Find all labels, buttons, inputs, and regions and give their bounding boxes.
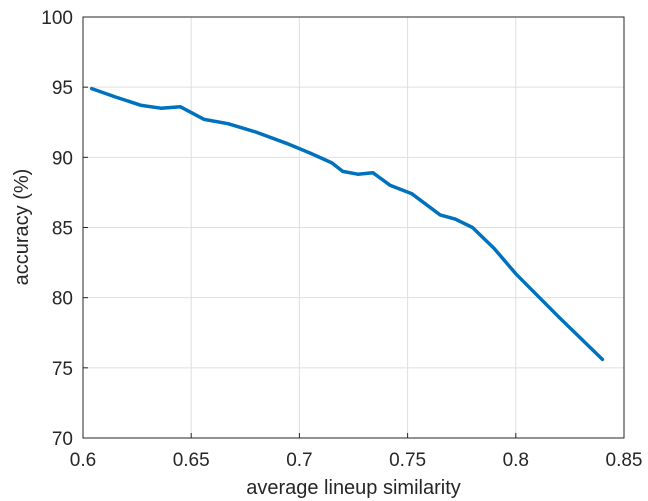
data-point bbox=[453, 217, 457, 221]
y-tick-labels: 70 75 80 85 90 95 100 bbox=[41, 8, 73, 450]
grid bbox=[82, 16, 625, 439]
data-point bbox=[514, 272, 518, 276]
x-tick-label: 0.8 bbox=[503, 450, 529, 471]
y-tick-label: 85 bbox=[52, 219, 73, 240]
data-point bbox=[438, 213, 442, 217]
x-tick-label: 0.6 bbox=[70, 450, 96, 471]
data-point bbox=[356, 172, 360, 176]
data-point bbox=[471, 226, 475, 229]
data-point bbox=[492, 247, 496, 251]
data-point bbox=[159, 106, 163, 110]
data-point bbox=[226, 122, 230, 126]
y-tick-label: 70 bbox=[52, 429, 73, 450]
data-point bbox=[139, 103, 143, 107]
y-tick-label: 90 bbox=[52, 148, 73, 169]
y-axis-label: accuracy (%) bbox=[11, 169, 33, 286]
data-point bbox=[202, 117, 206, 121]
y-tick-label: 75 bbox=[52, 359, 73, 380]
data-point bbox=[330, 161, 334, 165]
data-point bbox=[308, 151, 312, 155]
data-point bbox=[90, 87, 94, 91]
data-point bbox=[113, 95, 117, 99]
data-series bbox=[89, 86, 605, 362]
x-tick-label: 0.75 bbox=[389, 450, 426, 471]
x-axis-label: average lineup similarity bbox=[246, 477, 461, 499]
data-point bbox=[600, 357, 604, 361]
data-point bbox=[371, 171, 375, 175]
y-tick-label: 80 bbox=[52, 289, 73, 310]
data-point bbox=[410, 192, 414, 196]
x-tick-label: 0.85 bbox=[606, 450, 643, 471]
data-point bbox=[254, 130, 258, 134]
y-tick-label: 95 bbox=[52, 78, 73, 99]
data-point bbox=[178, 105, 182, 109]
data-point bbox=[388, 183, 392, 187]
axes-box bbox=[82, 16, 625, 439]
y-tick-label: 100 bbox=[41, 8, 73, 29]
data-point bbox=[341, 169, 345, 173]
x-tick-label: 0.7 bbox=[286, 450, 312, 471]
data-point bbox=[284, 141, 288, 145]
series-line-0 bbox=[89, 86, 605, 362]
data-point bbox=[557, 315, 561, 319]
x-tick-labels: 0.6 0.65 0.7 0.75 0.8 0.85 bbox=[70, 450, 643, 471]
x-tick-label: 0.65 bbox=[173, 450, 210, 471]
